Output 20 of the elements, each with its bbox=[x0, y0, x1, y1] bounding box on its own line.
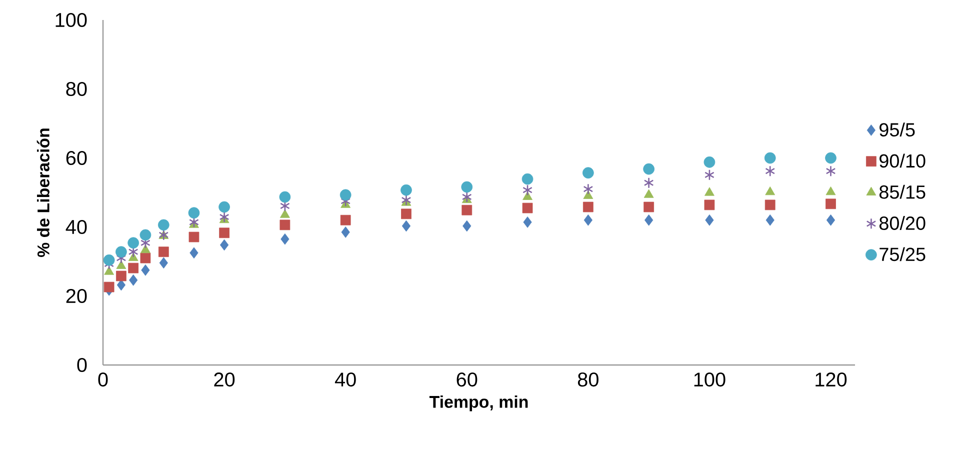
x-axis-title: Tiempo, min bbox=[429, 395, 528, 412]
legend-label: 90/10 bbox=[880, 154, 926, 168]
x-tick-label: 120 bbox=[816, 372, 847, 387]
x-tick-label: 0 bbox=[98, 372, 108, 387]
legend-label: 75/25 bbox=[880, 247, 926, 262]
x-tick-label: 80 bbox=[578, 372, 598, 387]
x-tick-label: 60 bbox=[456, 372, 478, 387]
y-tick-label: 100 bbox=[56, 12, 87, 28]
y-tick-label: 40 bbox=[66, 220, 87, 234]
legend-label: 85/15 bbox=[879, 184, 926, 199]
y-tick-label: 60 bbox=[66, 150, 87, 166]
y-axis-title: % de Liberación bbox=[36, 128, 50, 258]
x-tick-label: 100 bbox=[694, 372, 726, 387]
y-tick-label: 80 bbox=[66, 82, 87, 96]
y-tick-label: 0 bbox=[77, 358, 87, 372]
legend-label: 80/20 bbox=[879, 216, 926, 230]
y-tick-label: 20 bbox=[66, 288, 87, 304]
x-tick-label: 20 bbox=[214, 372, 235, 387]
x-tick-label: 40 bbox=[334, 372, 356, 387]
legend-label: 95/5 bbox=[880, 122, 915, 136]
